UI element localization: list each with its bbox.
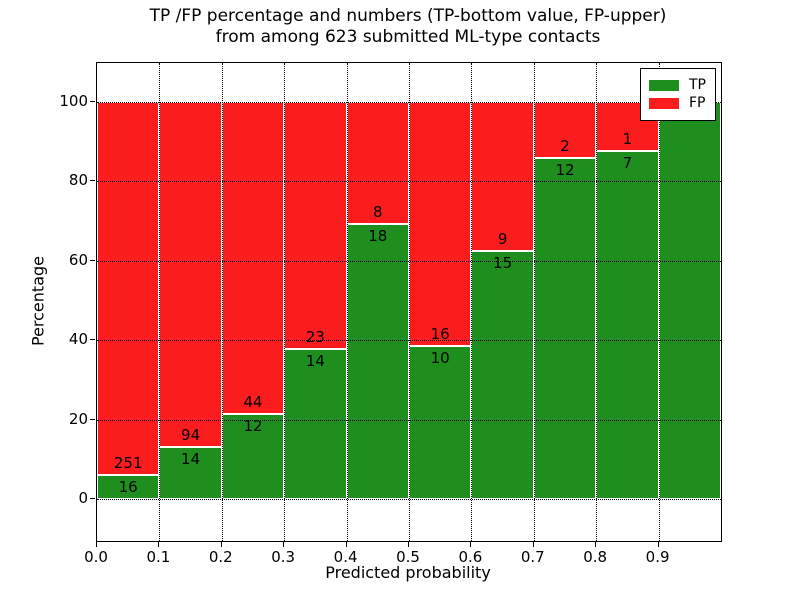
x-tick-label: 0.9 — [645, 548, 670, 566]
bar-segment-fp-0.6-0.7 — [471, 101, 534, 251]
x-tickmark — [657, 542, 659, 547]
fp-count-label: 44 — [243, 392, 263, 411]
y-tick-label: 40 — [68, 330, 88, 348]
bar-segment-tp-0.5-0.6 — [409, 346, 472, 499]
vertical-gridline — [658, 63, 660, 541]
fp-count-label: 23 — [305, 327, 325, 346]
bar-segment-tp-0.6-0.7 — [471, 250, 534, 499]
vertical-gridline — [409, 63, 410, 541]
chart-title: TP /FP percentage and numbers (TP-bottom… — [96, 6, 720, 48]
fp-count-label: 16 — [430, 325, 450, 344]
bar-segment-fp-0.1-0.2 — [159, 101, 222, 448]
legend: TP FP — [640, 68, 716, 121]
bar-segment-fp-0.2-0.3 — [221, 101, 285, 414]
x-tickmark — [595, 542, 597, 547]
x-tick-label: 0.3 — [271, 548, 296, 566]
bar-segment-fp-0.7-0.8 — [533, 101, 597, 159]
y-tick-label: 100 — [59, 91, 88, 110]
x-tick-label: 0.8 — [583, 548, 608, 566]
x-tickmark — [408, 542, 409, 547]
vertical-gridline — [221, 63, 223, 541]
vertical-gridline — [346, 63, 348, 541]
y-tick-label: 20 — [68, 409, 88, 428]
y-tickmark — [90, 418, 95, 420]
tp-count-label: 7 — [622, 154, 633, 173]
y-tickmark — [90, 498, 95, 499]
horizontal-gridline — [97, 260, 721, 262]
horizontal-gridline — [97, 340, 721, 341]
bar-segment-tp-0.8-0.9 — [596, 151, 659, 499]
vertical-gridline — [159, 63, 161, 541]
x-tickmark — [158, 542, 160, 547]
x-tick-label: 0.7 — [520, 548, 545, 566]
tp-count-label: 10 — [430, 349, 450, 368]
x-tickmark — [345, 542, 347, 547]
bar-segment-fp-0.3-0.4 — [284, 101, 347, 349]
fp-count-label: 1 — [622, 130, 633, 149]
y-tickmark — [90, 180, 95, 181]
x-tick-label: 0.4 — [333, 548, 358, 566]
x-tickmark — [532, 542, 534, 547]
horizontal-gridline — [97, 181, 721, 182]
vertical-gridline — [533, 63, 535, 541]
legend-entry-fp: FP — [649, 96, 706, 111]
tp-count-label: 12 — [555, 161, 575, 180]
bar-segment-tp-0.9-1.0 — [658, 101, 721, 499]
fp-count-label: 8 — [373, 202, 383, 221]
legend-label-fp: FP — [689, 95, 706, 111]
x-tick-label: 0.0 — [84, 548, 108, 566]
vertical-gridline — [284, 63, 286, 541]
tp-count-label: 18 — [368, 226, 388, 245]
y-tickmark — [90, 339, 95, 340]
bar-segment-tp-0.0-0.1 — [97, 475, 160, 499]
x-tick-label: 0.1 — [146, 548, 171, 566]
vertical-gridline — [596, 63, 598, 541]
tp-count-label: 15 — [493, 253, 513, 272]
tp-count-label: 14 — [305, 351, 325, 370]
bar-segment-fp-0.0-0.1 — [97, 101, 160, 476]
legend-entry-tp: TP — [649, 78, 706, 93]
bar-segment-fp-0.5-0.6 — [409, 101, 472, 347]
vertical-gridline — [471, 63, 473, 541]
bar-segment-tp-0.4-0.5 — [346, 223, 409, 499]
y-tickmark — [90, 100, 95, 102]
x-tickmark — [96, 542, 97, 547]
chart-title-line2: from among 623 submitted ML-type contact… — [215, 27, 601, 47]
fp-count-label: 2 — [560, 137, 570, 156]
y-tickmark — [90, 259, 95, 261]
x-tickmark — [283, 542, 285, 547]
tp-swatch-icon — [649, 80, 679, 91]
x-tick-label: 0.6 — [458, 548, 483, 566]
fp-count-label: 94 — [181, 426, 201, 445]
tp-count-label: 14 — [181, 450, 201, 469]
tp-count-label: 16 — [118, 478, 138, 497]
y-tick-label: 80 — [68, 171, 88, 189]
y-tick-label: 60 — [68, 250, 88, 269]
fp-swatch-icon — [649, 98, 679, 109]
tp-count-label: 12 — [243, 416, 263, 435]
x-tick-label: 0.2 — [208, 548, 233, 566]
bar-segment-tp-0.3-0.4 — [284, 348, 347, 499]
y-tick-label: 0 — [78, 489, 88, 507]
fp-count-label: 251 — [113, 454, 143, 473]
chart-title-line1: TP /FP percentage and numbers (TP-bottom… — [149, 6, 667, 26]
x-tickmark — [470, 542, 472, 547]
fp-count-label: 9 — [497, 229, 508, 248]
bar-segment-tp-0.1-0.2 — [159, 447, 222, 499]
horizontal-gridline — [97, 101, 721, 103]
x-axis-label: Predicted probability — [325, 563, 491, 582]
horizontal-gridline — [97, 499, 721, 500]
x-tick-label: 0.5 — [396, 548, 420, 566]
x-tickmark — [220, 542, 222, 547]
bar-segment-tp-0.7-0.8 — [533, 158, 597, 499]
legend-label-tp: TP — [689, 77, 706, 93]
horizontal-gridline — [97, 419, 721, 421]
